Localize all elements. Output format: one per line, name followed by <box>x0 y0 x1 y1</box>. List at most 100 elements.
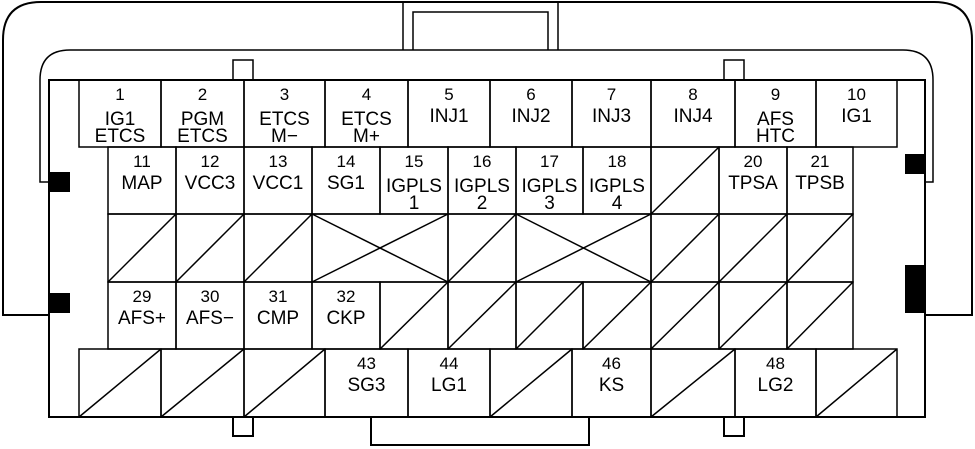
pin-number: 20 <box>744 152 763 171</box>
pin-signal-label: IGPLS <box>522 176 578 197</box>
blocked-cavity <box>815 348 898 418</box>
pin-cell-30: 30 AFS− <box>175 281 245 350</box>
blocked-diagonal <box>718 281 788 350</box>
blocked-diagonal-cross <box>515 213 652 283</box>
blocked-cavity <box>650 213 720 283</box>
pin-signal-label: SG3 <box>347 375 385 396</box>
blocked-diagonal <box>582 281 652 350</box>
pin-number: 29 <box>133 287 152 306</box>
blocked-cavity <box>107 213 177 283</box>
top-latch-outer <box>402 2 559 50</box>
pin-number: 11 <box>133 152 151 171</box>
pin-cell-12: 12 VCC3 <box>175 146 245 215</box>
pin-number: 2 <box>198 85 207 104</box>
pin-cell-11: 11 MAP <box>107 146 177 215</box>
pin-signal-label: VCC1 <box>253 173 304 194</box>
blocked-cavity <box>379 281 449 350</box>
pin-cell-46: 46 KS <box>571 348 652 418</box>
pin-signal-label: M+ <box>353 126 380 147</box>
pin-signal-label: ETCS <box>177 126 228 147</box>
pin-signal-label: AFS− <box>186 308 234 329</box>
blocked-diagonal <box>815 348 898 418</box>
pin-signal-label: INJ3 <box>592 106 631 127</box>
pin-cell-7: 7 INJ3 <box>571 79 652 148</box>
blocked-diagonal <box>650 348 736 418</box>
pin-signal-label: INJ2 <box>511 106 550 127</box>
pin-signal-label: MAP <box>121 173 162 194</box>
blocked-diagonal <box>650 213 720 283</box>
blocked-diagonal <box>515 281 584 350</box>
pin-signal-label: INJ4 <box>673 106 713 127</box>
pin-signal-label: LG1 <box>431 375 467 396</box>
pin-number: 32 <box>337 287 356 306</box>
pin-number: 14 <box>337 152 356 171</box>
inner-guide <box>39 49 934 183</box>
blocked-cavity <box>447 281 517 350</box>
pin-signal-label: 3 <box>544 193 555 214</box>
blocked-diagonal <box>379 281 449 350</box>
pin-cell-21: 21 TPSB <box>786 146 854 215</box>
pin-signal-label: SG1 <box>327 173 365 194</box>
pin-cell-6: 6 INJ2 <box>489 79 573 148</box>
blocked-cavity <box>786 281 854 350</box>
pin-signal-label: IGPLS <box>386 176 442 197</box>
blocked-cavity <box>650 146 720 215</box>
pin-grid: 1IG1ETCS2PGMETCS3ETCSM−4ETCSM+5INJ16INJ2… <box>78 79 898 418</box>
blocked-cavity <box>718 281 788 350</box>
pin-number: 44 <box>440 354 459 373</box>
lock-block-right-upper <box>905 154 925 174</box>
blocked-diagonal <box>447 281 517 350</box>
blocked-diagonal <box>650 281 720 350</box>
pin-number: 46 <box>602 354 621 373</box>
pin-signal-label: AFS+ <box>118 308 166 329</box>
pin-signal-label: CKP <box>326 308 365 329</box>
pin-signal-label: VCC3 <box>185 173 236 194</box>
blocked-cavity <box>447 213 517 283</box>
pin-number: 43 <box>357 354 376 373</box>
cell-border <box>815 79 898 148</box>
pin-number: 4 <box>362 85 371 104</box>
blocked-cavity <box>515 213 652 283</box>
pin-number: 16 <box>473 152 492 171</box>
pin-signal-label: ETCS <box>341 109 392 130</box>
blocked-diagonal-cross <box>311 213 449 283</box>
pin-cell-32: 32 CKP <box>311 281 381 350</box>
blocked-cavity <box>78 348 162 418</box>
cell-border <box>815 348 898 418</box>
top-key-left <box>232 59 254 80</box>
blocked-cavity <box>650 348 736 418</box>
pin-number: 7 <box>607 85 616 104</box>
lock-block-right-lower <box>905 265 925 313</box>
pin-signal-label: 1 <box>409 193 420 214</box>
blocked-cavity <box>243 213 313 283</box>
blocked-diagonal <box>243 213 313 283</box>
pin-number: 6 <box>526 85 535 104</box>
pin-signal-label: 4 <box>612 193 623 214</box>
pin-number: 18 <box>608 152 627 171</box>
pin-signal-label: ETCS <box>95 126 146 147</box>
blocked-diagonal <box>786 281 854 350</box>
pin-number: 48 <box>766 354 785 373</box>
pin-signal-label: TPSA <box>728 173 778 194</box>
blocked-diagonal <box>175 213 245 283</box>
pin-number: 15 <box>405 152 424 171</box>
pin-number: 3 <box>280 85 289 104</box>
blocked-cavity <box>515 281 584 350</box>
pin-signal-label: 2 <box>477 193 488 214</box>
pin-signal-label: IGPLS <box>454 176 510 197</box>
blocked-cavity <box>786 213 854 283</box>
blocked-cavity <box>311 213 449 283</box>
pin-number: 13 <box>269 152 288 171</box>
